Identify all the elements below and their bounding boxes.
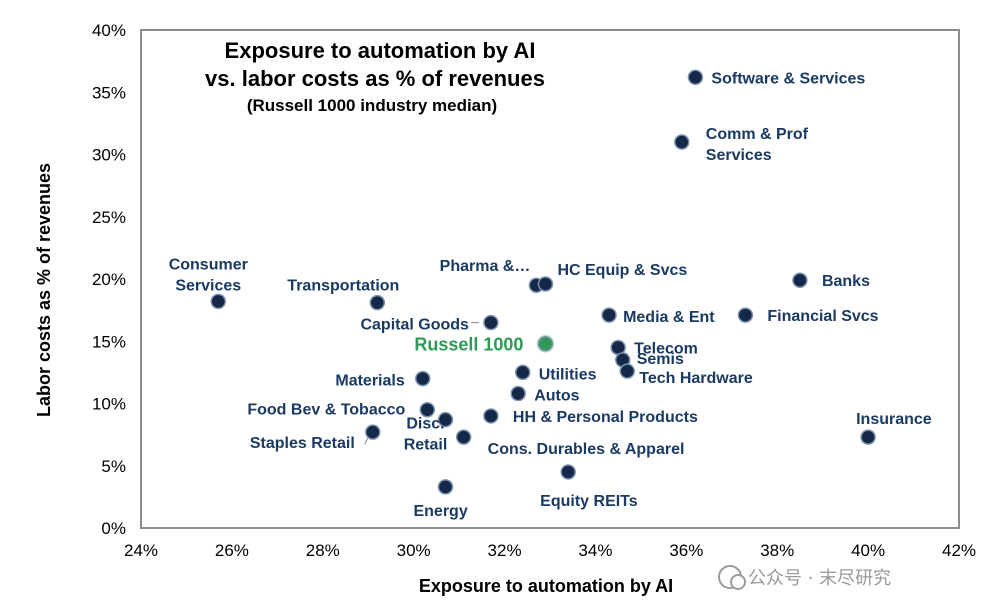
label-pharma: Pharma &… bbox=[440, 258, 531, 275]
point-transportation bbox=[369, 294, 386, 311]
x-tick-label: 42% bbox=[942, 541, 976, 560]
label-financial-svcs: Financial Svcs bbox=[767, 308, 878, 325]
label-media-ent: Media & Ent bbox=[623, 309, 715, 326]
label-transportation: Transportation bbox=[287, 278, 399, 295]
label-staples-retail: Staples Retail bbox=[250, 435, 355, 452]
point-autos bbox=[510, 385, 526, 402]
watermark-text: 公众号 · 末尽研究 bbox=[748, 568, 891, 589]
data-labels: Software & Services Comm & Prof Services Ba… bbox=[169, 70, 932, 520]
label-russell-1000: Russell 1000 bbox=[414, 335, 523, 355]
x-axis-title: Exposure to automation by AI bbox=[419, 576, 673, 596]
point-banks bbox=[792, 272, 808, 288]
label-consumer-services: Consumer Services bbox=[169, 256, 248, 294]
y-tick-label: 30% bbox=[92, 146, 126, 165]
point-tech-hardware bbox=[619, 363, 636, 379]
label-cons-durables-apparel: Cons. Durables & Apparel bbox=[488, 441, 685, 458]
label-insurance: Insurance bbox=[856, 411, 932, 428]
y-tick-label: 35% bbox=[92, 83, 126, 102]
chart-title-line2: vs. labor costs as % of revenues bbox=[205, 66, 545, 91]
x-tick-label: 26% bbox=[215, 541, 249, 560]
x-tick-label: 24% bbox=[124, 541, 158, 560]
point-media-ent bbox=[601, 307, 617, 323]
point-equity-reits bbox=[560, 464, 576, 480]
label-food-bev-tobacco: Food Bev & Tobacco bbox=[247, 402, 405, 419]
chart-subtitle: (Russell 1000 industry median) bbox=[247, 96, 497, 115]
point-cons-durables-apparel bbox=[455, 429, 472, 445]
label-autos: Autos bbox=[534, 388, 579, 405]
label-materials: Materials bbox=[335, 373, 404, 390]
point-russell-1000 bbox=[537, 335, 554, 352]
label-utilities: Utilities bbox=[539, 366, 597, 383]
label-telecom: Telecom bbox=[634, 340, 698, 357]
label-software-services: Software & Services bbox=[711, 70, 865, 87]
x-axis-ticks: 24% 26% 28% 30% 32% 34% 36% 38% 40% 42% bbox=[124, 541, 976, 560]
y-tick-label: 15% bbox=[92, 332, 126, 351]
label-hc-equip-svcs: HC Equip & Svcs bbox=[557, 262, 687, 279]
point-consumer-services bbox=[210, 293, 227, 310]
label-comm-prof-services: Comm & Prof Services bbox=[706, 126, 809, 164]
point-staples-retail bbox=[365, 424, 381, 440]
x-tick-label: 36% bbox=[669, 541, 703, 560]
x-tick-label: 28% bbox=[306, 541, 340, 560]
label-disc-retail: Disc. Retail bbox=[404, 416, 448, 454]
watermark: 公众号 · 末尽研究 bbox=[718, 565, 891, 590]
y-tick-label: 20% bbox=[92, 270, 126, 289]
point-food-bev-tobacco bbox=[419, 401, 436, 418]
y-tick-label: 10% bbox=[92, 395, 126, 414]
label-hh-personal-products: HH & Personal Products bbox=[513, 409, 698, 426]
x-tick-label: 30% bbox=[397, 541, 431, 560]
chart-title-line1: Exposure to automation by AI bbox=[225, 38, 536, 63]
y-axis-ticks: 0% 5% 10% 15% 20% 25% 30% 35% 40% bbox=[92, 21, 126, 538]
point-insurance bbox=[860, 429, 876, 445]
label-capital-goods: Capital Goods bbox=[360, 317, 469, 334]
y-tick-label: 0% bbox=[101, 519, 126, 538]
point-software-services bbox=[687, 69, 704, 86]
point-hc-equip-svcs bbox=[537, 276, 554, 292]
y-axis-title: Labor costs as % of revenues bbox=[34, 163, 54, 417]
x-tick-label: 34% bbox=[578, 541, 612, 560]
point-utilities bbox=[514, 364, 531, 381]
label-semis: Semis bbox=[637, 351, 684, 368]
x-tick-label: 40% bbox=[851, 541, 885, 560]
label-equity-reits: Equity REITs bbox=[540, 493, 638, 510]
label-tech-hardware: Tech Hardware bbox=[639, 370, 753, 387]
point-hh-personal-products bbox=[483, 408, 499, 424]
wechat-icon-bubble bbox=[730, 574, 746, 590]
data-points bbox=[210, 69, 876, 495]
point-disc-retail bbox=[437, 411, 454, 428]
point-capital-goods bbox=[483, 314, 499, 331]
y-tick-label: 25% bbox=[92, 208, 126, 227]
y-tick-label: 5% bbox=[101, 457, 126, 476]
label-energy: Energy bbox=[413, 503, 467, 520]
label-banks: Banks bbox=[822, 273, 870, 290]
point-comm-prof-services bbox=[674, 134, 690, 150]
point-financial-svcs bbox=[737, 307, 754, 323]
point-energy bbox=[437, 479, 454, 495]
x-tick-label: 38% bbox=[760, 541, 794, 560]
point-materials bbox=[415, 370, 431, 387]
x-tick-label: 32% bbox=[488, 541, 522, 560]
y-tick-label: 40% bbox=[92, 21, 126, 40]
